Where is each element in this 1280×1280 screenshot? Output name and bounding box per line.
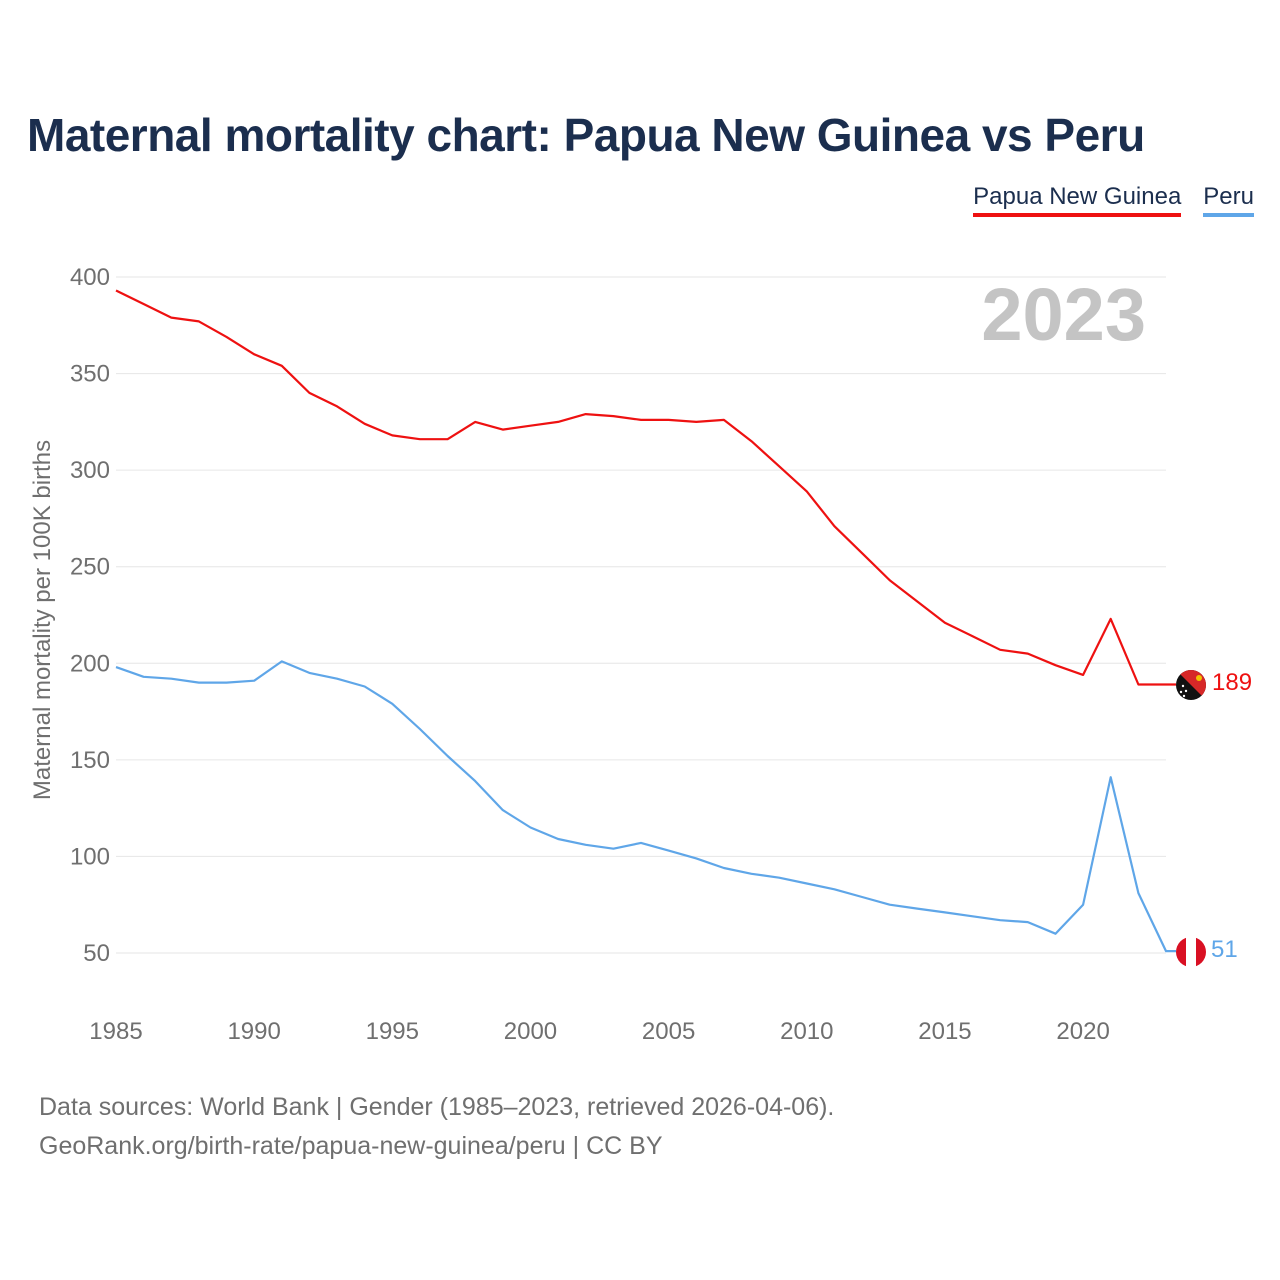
data-source-note: Data sources: World Bank | Gender (1985–… — [39, 1093, 835, 1121]
peru-end-label: 51 — [1211, 936, 1238, 963]
x-tick-label: 1995 — [366, 1018, 419, 1045]
x-tick-label: 2000 — [504, 1018, 557, 1045]
legend-item-peru[interactable]: Peru — [1203, 183, 1254, 217]
x-tick-label: 2020 — [1056, 1018, 1109, 1045]
source-url[interactable]: GeoRank.org/birth-rate/papua-new-guinea/… — [39, 1132, 663, 1160]
series — [115, 289, 1176, 953]
x-tick-label: 2015 — [918, 1018, 971, 1045]
gridlines — [116, 276, 1166, 954]
y-axis: 50 100 150 200 250 300 350 400 — [70, 264, 110, 967]
peru-flag-icon — [1176, 937, 1206, 967]
chart-title: Maternal mortality chart: Papua New Guin… — [27, 109, 1145, 161]
papua-new-guinea-end-label: 189 — [1212, 669, 1252, 696]
x-tick-label: 1985 — [89, 1018, 142, 1045]
peru-line[interactable] — [115, 660, 1176, 953]
y-tick-label: 150 — [70, 747, 110, 774]
x-axis: 1985 1990 1995 2000 2005 2010 2015 2020 — [89, 1018, 1109, 1045]
y-axis-label: Maternal mortality per 100K births — [29, 440, 56, 800]
y-tick-label: 300 — [70, 457, 110, 484]
y-tick-label: 200 — [70, 650, 110, 677]
papua-new-guinea-flag-icon — [1176, 670, 1206, 700]
x-tick-label: 2005 — [642, 1018, 695, 1045]
y-tick-label: 100 — [70, 843, 110, 870]
y-tick-label: 50 — [83, 940, 110, 967]
footer: Data sources: World Bank | Gender (1985–… — [39, 1088, 834, 1166]
year-watermark: 2023 — [981, 273, 1146, 356]
legend-item-papua-new-guinea[interactable]: Papua New Guinea — [973, 183, 1182, 217]
y-tick-label: 350 — [70, 361, 110, 388]
x-tick-label: 2010 — [780, 1018, 833, 1045]
papua-new-guinea-line[interactable] — [115, 289, 1176, 686]
x-tick-label: 1990 — [227, 1018, 280, 1045]
y-tick-label: 400 — [70, 264, 110, 291]
y-tick-label: 250 — [70, 554, 110, 581]
legend: Papua New Guinea Peru — [973, 183, 1254, 217]
